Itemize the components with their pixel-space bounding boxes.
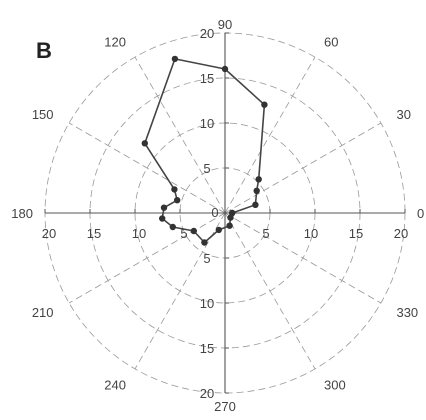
panel-label: B <box>36 38 52 63</box>
grid-spoke-120 <box>134 56 226 214</box>
polar-grid <box>44 32 406 394</box>
radial-tick-right-5: 5 <box>262 226 269 241</box>
data-point <box>190 227 197 235</box>
grid-spoke-30 <box>224 122 382 214</box>
data-point <box>159 215 166 222</box>
angle-label-300: 300 <box>324 377 346 392</box>
data-point <box>221 65 229 73</box>
grid-spoke-210 <box>68 212 226 304</box>
angle-label-270: 270 <box>214 399 236 414</box>
radial-tick-right-15: 15 <box>349 226 363 241</box>
data-point <box>261 101 268 108</box>
grid-spoke-300 <box>224 212 316 370</box>
data-point <box>229 209 236 217</box>
data-point <box>141 140 148 147</box>
radial-tick-up-5: 5 <box>203 161 210 176</box>
series-line <box>144 58 266 244</box>
angle-label-240: 240 <box>104 377 126 392</box>
data-point <box>201 239 208 246</box>
data-series <box>141 55 268 246</box>
angle-label-150: 150 <box>32 107 54 122</box>
data-point <box>253 187 260 194</box>
radial-tick-down-15: 15 <box>200 341 214 356</box>
data-point <box>171 55 179 63</box>
angle-label-90: 90 <box>218 17 232 32</box>
data-point <box>226 222 233 229</box>
data-point <box>174 197 181 204</box>
angle-label-330: 330 <box>396 305 418 320</box>
data-point <box>255 176 262 183</box>
radial-tick-up-15: 15 <box>200 71 214 86</box>
grid-spoke-330 <box>224 212 382 304</box>
data-point <box>171 186 178 193</box>
radial-tick-left-10: 10 <box>132 226 146 241</box>
radial-tick-right-20: 20 <box>394 226 408 241</box>
radial-tick-origin: 0 <box>211 205 218 220</box>
data-point <box>215 226 222 234</box>
grid-spoke-240 <box>134 212 226 370</box>
radial-tick-right-10: 10 <box>304 226 318 241</box>
radial-tick-down-5: 5 <box>203 251 210 266</box>
radial-tick-down-20: 20 <box>200 386 214 401</box>
data-point <box>252 201 259 208</box>
data-point <box>169 223 176 231</box>
angle-label-0: 0 <box>417 206 424 221</box>
radial-tick-up-10: 10 <box>200 116 214 131</box>
angle-label-120: 120 <box>104 35 126 50</box>
angle-label-30: 30 <box>396 107 410 122</box>
axis-labels: 0 5 5 5 5 10 10 10 10 15 15 15 15 20 20 20 20 0 30 60 90 120 1… <box>11 17 424 414</box>
radial-tick-left-5: 5 <box>180 226 187 241</box>
grid-spoke-60 <box>224 56 316 214</box>
grid-spoke-150 <box>68 122 226 214</box>
angle-label-180: 180 <box>11 206 33 221</box>
radial-tick-down-10: 10 <box>200 296 214 311</box>
radial-tick-up-20: 20 <box>200 26 214 41</box>
angle-label-210: 210 <box>32 305 54 320</box>
angle-label-60: 60 <box>324 35 338 50</box>
radial-tick-left-20: 20 <box>42 226 56 241</box>
data-point <box>160 204 168 211</box>
radial-tick-left-15: 15 <box>87 226 101 241</box>
